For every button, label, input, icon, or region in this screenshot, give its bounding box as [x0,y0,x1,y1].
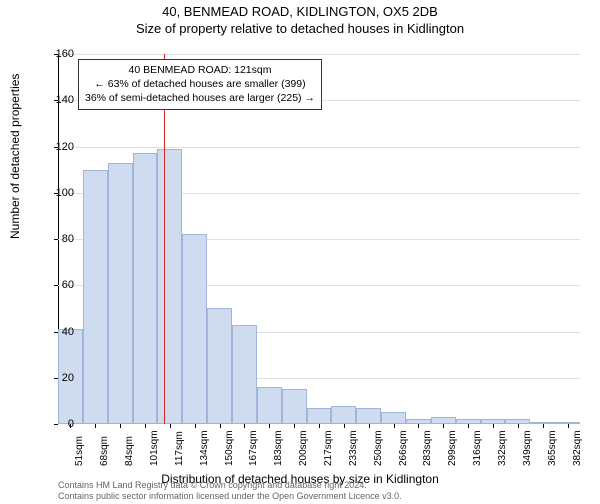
x-tick-mark [418,424,419,428]
x-tick-label: 365sqm [547,430,558,466]
x-tick-label: 183sqm [273,430,284,466]
bar [157,149,182,424]
gridline [58,147,580,148]
y-tick-label: 160 [44,48,74,60]
x-tick-label: 250sqm [373,430,384,466]
bar [182,234,207,424]
x-tick-mark [120,424,121,428]
y-tick-label: 120 [44,141,74,153]
footer-line-2: Contains public sector information licen… [58,491,402,502]
x-tick-label: 167sqm [248,430,259,466]
y-tick-label: 100 [44,187,74,199]
x-tick-mark [468,424,469,428]
x-tick-label: 150sqm [224,430,235,466]
info-line-3: 36% of semi-detached houses are larger (… [85,91,315,105]
bar [108,163,133,424]
chart: 40 BENMEAD ROAD: 121sqm ← 63% of detache… [58,54,580,424]
footer-line-1: Contains HM Land Registry data © Crown c… [58,480,402,491]
x-tick-label: 68sqm [99,436,110,466]
x-tick-label: 266sqm [398,430,409,466]
x-tick-mark [269,424,270,428]
x-tick-mark [394,424,395,428]
y-tick-label: 0 [44,418,74,430]
x-tick-mark [145,424,146,428]
bar [282,389,307,424]
x-tick-mark [95,424,96,428]
x-tick-mark [568,424,569,428]
gridline [58,54,580,55]
x-tick-label: 217sqm [323,430,334,466]
info-line-1: 40 BENMEAD ROAD: 121sqm [85,63,315,77]
x-tick-mark [195,424,196,428]
y-tick-label: 140 [44,94,74,106]
bar [431,417,456,424]
title-main: 40, BENMEAD ROAD, KIDLINGTON, OX5 2DB [0,4,600,19]
x-tick-label: 283sqm [422,430,433,466]
info-box: 40 BENMEAD ROAD: 121sqm ← 63% of detache… [78,59,322,110]
x-tick-label: 200sqm [298,430,309,466]
footer: Contains HM Land Registry data © Crown c… [58,480,402,502]
x-tick-mark [493,424,494,428]
bar [331,406,356,425]
x-tick-label: 84sqm [124,436,135,466]
y-axis-label: Number of detached properties [8,74,22,239]
x-tick-label: 382sqm [572,430,583,466]
info-line-2: ← 63% of detached houses are smaller (39… [85,77,315,91]
bar [83,170,108,424]
bar [133,153,158,424]
x-tick-label: 51sqm [74,436,85,466]
x-tick-mark [443,424,444,428]
x-tick-label: 134sqm [199,430,210,466]
bar [257,387,282,424]
x-tick-mark [518,424,519,428]
y-tick-label: 20 [44,372,74,384]
x-tick-label: 316sqm [472,430,483,466]
y-tick-label: 80 [44,233,74,245]
y-tick-label: 60 [44,279,74,291]
x-tick-label: 101sqm [149,430,160,466]
bar [232,325,257,424]
x-tick-label: 349sqm [522,430,533,466]
x-tick-mark [369,424,370,428]
x-tick-mark [319,424,320,428]
x-tick-mark [244,424,245,428]
x-tick-mark [220,424,221,428]
x-tick-mark [543,424,544,428]
title-sub: Size of property relative to detached ho… [0,21,600,36]
y-tick-label: 40 [44,326,74,338]
bar [356,408,381,424]
x-tick-mark [294,424,295,428]
bar [207,308,232,424]
bar [307,408,332,424]
x-tick-label: 299sqm [447,430,458,466]
x-tick-mark [344,424,345,428]
bar [381,412,406,424]
x-tick-mark [170,424,171,428]
x-tick-label: 332sqm [497,430,508,466]
x-tick-label: 233sqm [348,430,359,466]
x-tick-label: 117sqm [174,431,185,466]
